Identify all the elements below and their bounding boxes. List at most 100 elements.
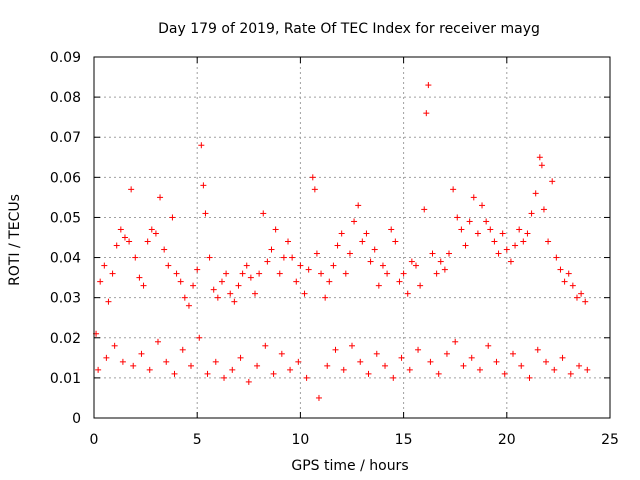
data-point bbox=[466, 218, 473, 225]
data-point bbox=[334, 242, 341, 249]
data-point bbox=[551, 366, 558, 373]
data-point bbox=[179, 346, 186, 353]
x-axis-label: GPS time / hours bbox=[291, 458, 408, 474]
data-point bbox=[495, 250, 502, 257]
data-point bbox=[188, 362, 195, 369]
data-point bbox=[357, 358, 364, 365]
data-point bbox=[396, 278, 403, 285]
data-point bbox=[561, 278, 568, 285]
data-point bbox=[185, 302, 192, 309]
data-point bbox=[218, 278, 225, 285]
data-point bbox=[532, 190, 539, 197]
data-point bbox=[295, 358, 302, 365]
data-point bbox=[417, 282, 424, 289]
data-point bbox=[223, 270, 230, 277]
data-point bbox=[260, 210, 267, 217]
data-point bbox=[536, 154, 543, 161]
data-point bbox=[163, 358, 170, 365]
data-point bbox=[441, 266, 448, 273]
data-point bbox=[450, 186, 457, 193]
data-point bbox=[479, 202, 486, 209]
data-point bbox=[332, 346, 339, 353]
data-point bbox=[499, 230, 506, 237]
data-point bbox=[491, 238, 498, 245]
data-point bbox=[97, 278, 104, 285]
data-point bbox=[251, 290, 258, 297]
data-point bbox=[326, 278, 333, 285]
data-point bbox=[460, 362, 467, 369]
data-point bbox=[152, 230, 159, 237]
data-point bbox=[351, 218, 358, 225]
x-tick-label: 0 bbox=[90, 432, 99, 448]
data-point bbox=[392, 238, 399, 245]
data-point bbox=[528, 210, 535, 217]
data-point bbox=[245, 378, 252, 385]
data-point bbox=[437, 258, 444, 265]
data-point bbox=[293, 278, 300, 285]
data-point bbox=[254, 362, 261, 369]
data-point bbox=[324, 362, 331, 369]
y-tick-label: 0.06 bbox=[50, 170, 81, 186]
data-point bbox=[177, 278, 184, 285]
data-point bbox=[200, 182, 207, 189]
data-point bbox=[243, 262, 250, 269]
data-point bbox=[367, 258, 374, 265]
data-point bbox=[136, 274, 143, 281]
data-point bbox=[404, 290, 411, 297]
data-point bbox=[103, 354, 110, 361]
data-point bbox=[322, 294, 329, 301]
plot-frame bbox=[93, 56, 611, 419]
data-point bbox=[427, 358, 434, 365]
data-point bbox=[297, 262, 304, 269]
data-point bbox=[311, 186, 318, 193]
data-point bbox=[119, 358, 126, 365]
data-point bbox=[452, 338, 459, 345]
grid-lines bbox=[94, 57, 610, 418]
data-point bbox=[534, 346, 541, 353]
data-point bbox=[235, 282, 242, 289]
data-point bbox=[540, 206, 547, 213]
data-point bbox=[146, 366, 153, 373]
data-point bbox=[549, 178, 556, 185]
data-point bbox=[289, 254, 296, 261]
data-point bbox=[545, 238, 552, 245]
data-point bbox=[553, 254, 560, 261]
data-point bbox=[140, 282, 147, 289]
data-point bbox=[231, 298, 238, 305]
data-point bbox=[330, 262, 337, 269]
y-tick-label: 0 bbox=[72, 411, 81, 427]
y-tick-label: 0.08 bbox=[50, 90, 81, 106]
data-point bbox=[375, 282, 382, 289]
data-point bbox=[406, 366, 413, 373]
data-point bbox=[190, 282, 197, 289]
data-point bbox=[315, 394, 322, 401]
data-point bbox=[359, 238, 366, 245]
data-point bbox=[117, 226, 124, 233]
data-point bbox=[309, 174, 316, 181]
data-point bbox=[487, 226, 494, 233]
data-point bbox=[206, 254, 213, 261]
data-point bbox=[578, 290, 585, 297]
data-point bbox=[264, 258, 271, 265]
data-point bbox=[171, 370, 178, 377]
data-point bbox=[121, 234, 128, 241]
data-point bbox=[423, 110, 430, 117]
data-point bbox=[388, 226, 395, 233]
data-point bbox=[485, 342, 492, 349]
data-point bbox=[237, 354, 244, 361]
data-point bbox=[516, 226, 523, 233]
data-point bbox=[287, 366, 294, 373]
data-point bbox=[512, 242, 519, 249]
data-point bbox=[412, 262, 419, 269]
data-point bbox=[157, 194, 164, 201]
x-tick-label: 15 bbox=[395, 432, 413, 448]
data-point bbox=[214, 294, 221, 301]
data-point bbox=[227, 290, 234, 297]
data-point bbox=[221, 374, 228, 381]
data-point bbox=[462, 242, 469, 249]
data-point bbox=[483, 218, 490, 225]
data-point bbox=[280, 254, 287, 261]
data-point bbox=[446, 250, 453, 257]
data-point bbox=[569, 282, 576, 289]
axis-ticks: 0 0.01 0.02 0.03 0.04 0.05 0.06 0.07 0.08 0.09 0 5 1… bbox=[50, 50, 619, 448]
